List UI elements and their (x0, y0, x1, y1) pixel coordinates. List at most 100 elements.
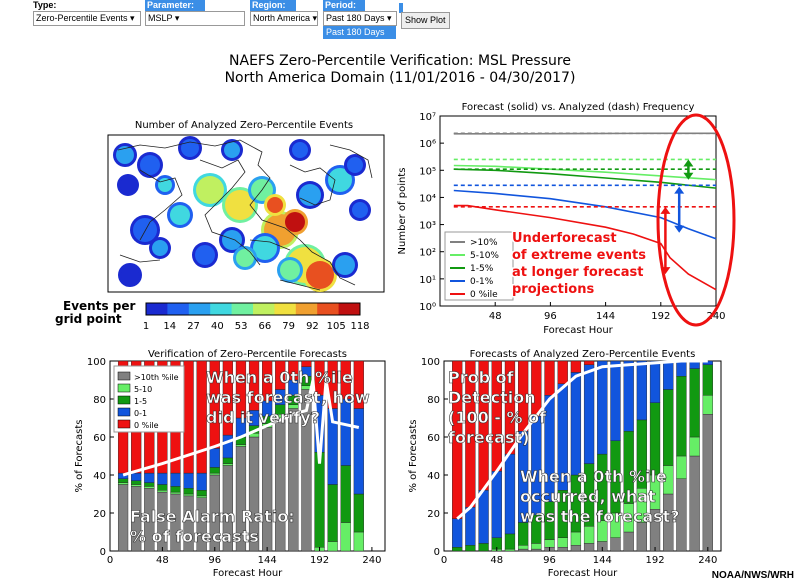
ver-panel-bar-segment (170, 472, 181, 487)
frequency-panel: Forecast (solid) vs. Analyzed (dash) Fre… (397, 102, 736, 336)
pod-panel-bar-segment (597, 360, 608, 455)
ver-panel-xtick-label: 144 (258, 555, 277, 566)
freq-title: Forecast (solid) vs. Analyzed (dash) Fre… (462, 102, 695, 113)
freq-ylabel: Number of points (397, 168, 408, 255)
page-title: NAEFS Zero-Percentile Verification: MSL … (229, 53, 571, 69)
region-select[interactable]: North America (250, 11, 318, 26)
freq-series-line (453, 204, 717, 291)
pod-panel-ytick-label: 0 (434, 547, 440, 558)
ver-panel-bar-segment (131, 472, 142, 481)
period-select[interactable]: Past 180 Days (323, 11, 397, 26)
ver-panel-ytick-label: 40 (93, 471, 106, 482)
period-dropdown-option[interactable]: Past 180 Days (323, 26, 396, 39)
colorbar-swatch (253, 303, 275, 315)
pod-annotation-question: was the forecast? (520, 507, 680, 526)
page-subtitle: North America Domain (11/01/2016 - 04/30… (224, 70, 576, 86)
map-cell (196, 176, 224, 204)
map-cell (335, 255, 355, 275)
map-cell (292, 142, 308, 158)
ver-annotation-question: When a 0th %ile (206, 368, 353, 387)
pod-panel-bar-segment (517, 548, 529, 552)
ver-panel-bar-segment (117, 478, 129, 483)
ver-legend-swatch (117, 395, 131, 405)
ver-panel-bar-segment (157, 472, 168, 485)
ver-legend-swatch (117, 371, 131, 381)
map-cell (133, 218, 157, 242)
colorbar-swatch (317, 303, 340, 315)
freq-ytick-label: 10⁷ (419, 112, 436, 123)
pod-panel-bar-segment (452, 547, 463, 552)
pod-panel-bar-segment (504, 548, 516, 552)
ver-panel-bar-segment (288, 408, 299, 552)
pod-panel-bar-segment (478, 490, 489, 544)
map-cell (120, 177, 136, 193)
ver-panel-bar-segment (131, 480, 142, 485)
ver-panel-bar-segment (262, 427, 273, 552)
freq-legend-label: 1-5% (470, 264, 494, 274)
ver-panel-bar-segment (340, 398, 351, 466)
map-cell (352, 202, 368, 218)
pod-panel-bar-segment (478, 543, 489, 552)
type-select[interactable]: Zero-Percentile Events (33, 11, 141, 26)
colorbar: 1 14 27 40 53 66 79 92 105 118 (143, 302, 370, 332)
scroll-indicator (399, 3, 403, 13)
ver-panel-bar-segment (353, 408, 364, 495)
pod-panel-bar-segment (689, 368, 700, 438)
pod-panel-bar-segment (676, 376, 687, 457)
colorbar-tick-label: 118 (350, 321, 369, 332)
map-cell (236, 249, 254, 267)
ver-panel-bar-segment (144, 486, 155, 489)
colorbar-swatch (295, 303, 318, 315)
ver-panel-bar-segment (183, 472, 194, 489)
map-cell (280, 260, 300, 280)
ver-panel-bar-segment (301, 360, 312, 367)
pod-panel-ytick-label: 20 (427, 509, 440, 520)
ver-panel-bar-segment (353, 360, 364, 409)
pod-panel-bar-segment (504, 453, 516, 535)
freq-annotation-line: Underforecast (512, 231, 617, 246)
pod-panel-bar-segment (531, 543, 542, 550)
pod-panel-bar-segment (557, 360, 568, 384)
pod-panel-bar-segment (649, 402, 661, 476)
pod-panel-bar-segment (583, 526, 595, 544)
ver-legend-label: 0-1 (134, 409, 147, 418)
ver-annotation-far: False Alarm Ratio: (130, 507, 295, 526)
ver-panel-bar-segment (314, 452, 325, 548)
colorbar-swatch (188, 303, 211, 315)
type-control: Type: Zero-Percentile Events (33, 0, 141, 26)
pod-panel-bar-segment (689, 436, 700, 457)
pod-panel-xtick-label: 192 (646, 555, 665, 566)
ver-panel-bar-segment (209, 448, 220, 468)
parameter-select[interactable]: MSLP (145, 11, 245, 26)
colorbar-swatch (210, 303, 233, 315)
freq-ytick-label: 10⁴ (419, 193, 436, 204)
freq-series-line (453, 168, 717, 189)
colorbar-tick-label: 92 (306, 321, 319, 332)
pod-panel-bar-segment (610, 360, 621, 442)
colorbar-swatch (146, 303, 168, 315)
pod-panel-bar-segment (610, 537, 621, 552)
ver-panel-bar-segment (262, 360, 273, 402)
pod-detection-curve (456, 359, 708, 520)
show-plot-button[interactable]: Show Plot (401, 12, 450, 29)
parameter-label: Parameter: (145, 0, 205, 11)
freq-arrow-head (660, 206, 671, 214)
ver-panel-title: Verification of Zero-Percentile Forecast… (148, 349, 347, 360)
pod-panel-bar-segment (636, 522, 648, 552)
freq-xtick-label: 96 (544, 311, 557, 322)
pod-panel-bar-segment (702, 414, 713, 552)
colorbar-tick-label: 40 (211, 321, 224, 332)
pod-panel-bar-segment (649, 360, 661, 403)
colorbar-swatch (274, 303, 297, 315)
ver-panel-bar-segment (235, 360, 247, 419)
ver-panel-ytick-label: 0 (100, 547, 106, 558)
freq-ytick-label: 10² (419, 248, 436, 259)
freq-ytick-label: 10⁰ (419, 302, 436, 313)
ver-panel-bar-segment (222, 457, 233, 464)
ver-panel-bar-segment (340, 360, 351, 400)
freq-xtick-label: 48 (489, 311, 502, 322)
ver-panel-bar-segment (353, 531, 364, 552)
ver-panel-bar-segment (222, 463, 233, 466)
freq-xlabel: Forecast Hour (543, 325, 613, 336)
ver-panel-bar-segment (275, 417, 286, 552)
